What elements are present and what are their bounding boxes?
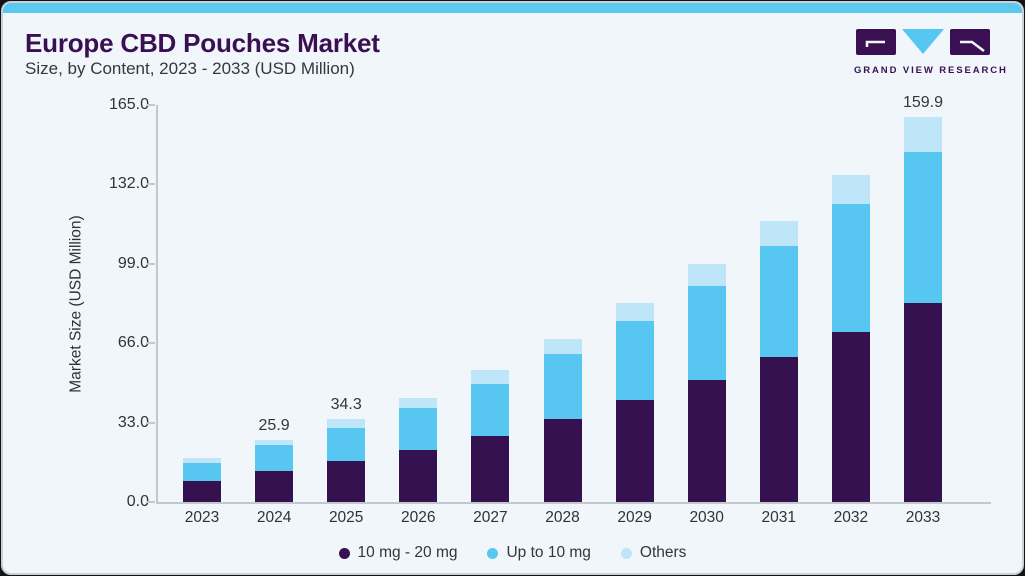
bar-2027 (471, 370, 510, 502)
bar-2024 (255, 439, 294, 502)
bar-2032 (831, 174, 870, 502)
bar-2026 (399, 397, 438, 502)
bar-segment-others (399, 397, 438, 408)
bar-segment-others (687, 263, 726, 286)
gvr-logo-icon (856, 29, 990, 55)
legend-item: Up to 10 mg (487, 544, 591, 562)
bar-segment-10-mg---20-mg (327, 460, 366, 502)
bar-2025 (327, 419, 366, 502)
page-title: Europe CBD Pouches Market (25, 28, 380, 58)
y-tick-mark (147, 262, 155, 265)
y-tick-mark (147, 183, 155, 186)
bar-segment-up-to-10-mg (759, 245, 798, 358)
bar-segment-up-to-10-mg (399, 407, 438, 450)
bar-segment-others (543, 338, 582, 355)
bar-segment-10-mg---20-mg (255, 471, 294, 502)
bar-2029 (615, 303, 654, 502)
bar-segment-10-mg---20-mg (687, 379, 726, 502)
legend-item: 10 mg - 20 mg (338, 544, 458, 562)
bar-segment-others (327, 419, 366, 428)
y-tick-mark (147, 104, 155, 106)
y-tick-label: 132.0 (108, 175, 149, 193)
x-tick-label: 2023 (184, 509, 220, 526)
bar-segment-10-mg---20-mg (471, 435, 510, 502)
bar-segment-10-mg---20-mg (615, 400, 654, 502)
x-tick-label: 2026 (401, 509, 436, 526)
bar-segment-up-to-10-mg (183, 462, 221, 481)
logo-text: GRAND VIEW RESEARCH (854, 65, 1008, 76)
legend-item: Others (620, 544, 687, 562)
bar-segment-10-mg---20-mg (831, 332, 870, 502)
bar-segment-up-to-10-mg (543, 354, 582, 419)
legend-swatch-icon (338, 547, 350, 559)
x-tick-label: 2028 (545, 509, 580, 526)
bar-segment-up-to-10-mg (471, 383, 510, 436)
bar-segment-up-to-10-mg (687, 285, 726, 380)
bar-2033 (904, 117, 942, 502)
page-subtitle: Size, by Content, 2023 - 2033 (USD Milli… (25, 59, 355, 78)
bar-value-label: 159.9 (902, 94, 944, 112)
x-tick-label: 2027 (473, 509, 508, 526)
bar-segment-others (183, 457, 221, 463)
bar-value-label: 34.3 (330, 396, 362, 414)
bar-segment-10-mg---20-mg (183, 480, 221, 502)
y-tick-label: 165.0 (108, 96, 149, 113)
x-tick-label: 2033 (905, 509, 941, 526)
bar-segment-up-to-10-mg (904, 151, 942, 303)
y-tick-label: 33.0 (117, 413, 149, 431)
legend-label: 10 mg - 20 mg (357, 544, 458, 561)
bar-segment-others (255, 439, 294, 446)
y-axis: 0.0 33.0 66.0 99.0 132.0 165.0 (3, 3, 1022, 573)
x-tick-label: 2029 (617, 509, 652, 526)
bar-2028 (543, 338, 582, 502)
bar-value-label: 25.9 (258, 416, 290, 434)
y-tick-label: 66.0 (117, 334, 149, 352)
bar-segment-up-to-10-mg (255, 445, 294, 472)
grand-view-research-logo: GRAND VIEW RESEARCH (854, 27, 1008, 76)
bar-segment-others (615, 303, 654, 322)
bar-segment-10-mg---20-mg (759, 357, 798, 502)
legend-swatch-icon (487, 547, 499, 559)
x-tick-label: 2031 (761, 509, 797, 526)
y-tick-mark (147, 421, 155, 424)
bar-segment-up-to-10-mg (615, 321, 654, 401)
y-tick-label: 0.0 (126, 493, 149, 510)
bar-2023 (183, 457, 221, 502)
y-tick-mark (147, 501, 155, 503)
bar-segment-others (471, 370, 510, 384)
top-accent-bar (3, 3, 1022, 13)
chart-legend: 10 mg - 20 mg Up to 10 mg Others (3, 541, 1022, 565)
legend-swatch-icon (620, 547, 632, 559)
x-tick-label: 2032 (833, 509, 869, 526)
x-tick-label: 2030 (689, 509, 724, 526)
y-tick-label: 99.0 (117, 254, 149, 272)
x-tick-label: 2025 (328, 509, 364, 526)
bar-2030 (687, 263, 726, 502)
x-tick-label: 2024 (256, 509, 292, 526)
bar-segment-10-mg---20-mg (904, 302, 942, 502)
bar-segment-10-mg---20-mg (399, 449, 438, 502)
bar-2031 (759, 220, 798, 502)
bar-segment-others (904, 117, 942, 152)
bar-segment-up-to-10-mg (327, 427, 366, 461)
bar-segment-10-mg---20-mg (543, 419, 582, 502)
bar-segment-others (759, 220, 798, 246)
plot-area: 25.9 34.3 159.9 (156, 94, 991, 504)
y-tick-mark (147, 342, 155, 345)
bar-segment-others (831, 174, 870, 205)
bar-segment-up-to-10-mg (831, 204, 870, 333)
legend-label: Up to 10 mg (506, 544, 591, 561)
legend-label: Others (639, 544, 687, 561)
